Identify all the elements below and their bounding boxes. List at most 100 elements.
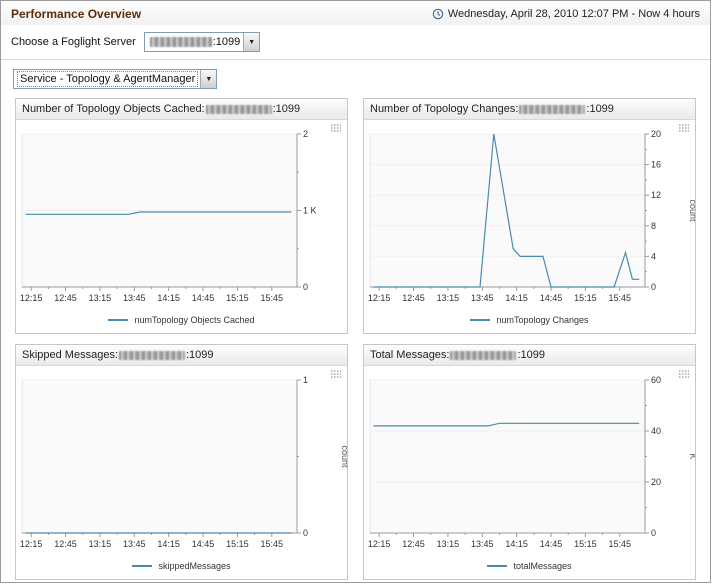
svg-text:12:15: 12:15	[20, 539, 43, 549]
chart-actions-icon[interactable]	[330, 369, 342, 379]
svg-text:12:45: 12:45	[402, 539, 425, 549]
svg-text:8: 8	[651, 221, 656, 231]
chart-area[interactable]: 0 1 12:15 12:45 13:15 13:45 14:15 14:45 15:15 15:…	[16, 366, 350, 553]
panel-title-suffix: :1099	[586, 103, 614, 115]
panel-header: Skipped Messages: :1099	[16, 345, 347, 366]
svg-text:12:45: 12:45	[54, 293, 77, 303]
chart-actions-icon[interactable]	[678, 369, 690, 379]
chart-area[interactable]: 0 1 K 2 12:15 12:45 13:15 13:45 14:15 14:45 15:15…	[16, 120, 347, 307]
svg-text:14:15: 14:15	[505, 539, 528, 549]
svg-text:14:15: 14:15	[157, 539, 180, 549]
svg-text:14:15: 14:15	[157, 293, 180, 303]
chart-actions-icon[interactable]	[330, 123, 342, 133]
svg-text:count: count	[688, 199, 695, 222]
svg-text:14:45: 14:45	[192, 539, 215, 549]
panel-header: Number of Topology Changes: :1099	[364, 99, 695, 120]
chart-panel-total-messages: Total Messages: :1099 0 20 40 60 12:15 12:45 1…	[363, 344, 698, 580]
server-select[interactable]: :1099 ▼	[143, 32, 261, 52]
page-title: Performance Overview	[11, 7, 142, 21]
svg-text:15:45: 15:45	[609, 539, 632, 549]
svg-text:60: 60	[651, 375, 661, 385]
chart-area[interactable]: 0 20 40 60 12:15 12:45 13:15 13:45 14:15 14:45 15:…	[364, 366, 698, 553]
svg-text:0: 0	[651, 528, 656, 538]
chart-actions-icon[interactable]	[678, 123, 690, 133]
svg-text:15:45: 15:45	[609, 293, 632, 303]
panel-title: Number of Topology Changes:	[370, 103, 519, 115]
panel-title: Total Messages:	[370, 349, 450, 361]
svg-text:1: 1	[303, 375, 308, 385]
panel-title: Skipped Messages:	[22, 349, 118, 361]
chart-panel-topology-objects-cached: Number of Topology Objects Cached: :1099…	[15, 98, 348, 334]
server-select-label: Choose a Foglight Server	[11, 36, 136, 48]
legend-line-swatch	[132, 565, 153, 567]
svg-text:12:15: 12:15	[368, 539, 391, 549]
svg-text:K: K	[688, 453, 695, 459]
server-name-redacted	[119, 350, 185, 360]
svg-text:20: 20	[651, 129, 661, 139]
svg-text:13:45: 13:45	[471, 293, 494, 303]
legend-label: numTopology Changes	[496, 315, 589, 325]
svg-text:13:45: 13:45	[123, 293, 146, 303]
dropdown-arrow-icon[interactable]: ▼	[200, 70, 217, 88]
svg-text:13:15: 13:15	[89, 539, 112, 549]
service-select-value: Service - Topology & AgentManager	[16, 71, 199, 87]
svg-text:20: 20	[651, 477, 661, 487]
legend-line-swatch	[108, 319, 129, 321]
chart-area[interactable]: 0 4 8 12 16 20 12:15 12:45 13:15 13:45 14:15 14:45 1…	[364, 120, 698, 307]
svg-text:12:15: 12:15	[368, 293, 391, 303]
clock-icon	[432, 8, 444, 20]
line-chart[interactable]: 0 1 12:15 12:45 13:15 13:45 14:15 14:45 15:15 15:…	[16, 366, 350, 553]
svg-text:4: 4	[651, 251, 656, 261]
legend-line-swatch	[470, 319, 491, 321]
service-row: Service - Topology & AgentManager ▼	[1, 60, 710, 93]
panel-header: Number of Topology Objects Cached: :1099	[16, 99, 347, 120]
server-name-redacted	[450, 350, 517, 360]
line-chart[interactable]: 0 1 K 2 12:15 12:45 13:15 13:45 14:15 14:45 15:15…	[16, 120, 347, 307]
panel-header: Total Messages: :1099	[364, 345, 695, 366]
charts-grid: Number of Topology Objects Cached: :1099…	[1, 93, 710, 582]
svg-text:13:15: 13:15	[437, 293, 460, 303]
time-range-selector[interactable]: Wednesday, April 28, 2010 12:07 PM - Now…	[432, 8, 700, 20]
svg-text:1 K: 1 K	[303, 206, 317, 216]
line-chart[interactable]: 0 4 8 12 16 20 12:15 12:45 13:15 13:45 14:15 14:45 1…	[364, 120, 698, 307]
panel-title-suffix: :1099	[517, 349, 546, 361]
svg-text:12:45: 12:45	[54, 539, 77, 549]
svg-text:15:45: 15:45	[261, 293, 284, 303]
svg-text:13:15: 13:15	[89, 293, 112, 303]
svg-text:12: 12	[651, 190, 661, 200]
top-bar: Performance Overview Wednesday, April 28…	[1, 1, 710, 25]
panel-title-suffix: :1099	[272, 103, 301, 115]
dropdown-arrow-icon[interactable]: ▼	[243, 33, 260, 51]
line-chart[interactable]: 0 20 40 60 12:15 12:45 13:15 13:45 14:15 14:45 15:…	[364, 366, 698, 553]
svg-text:15:15: 15:15	[226, 539, 249, 549]
chart-panel-skipped-messages: Skipped Messages: :1099 0 1 12:15 12:45 13:1…	[15, 344, 350, 580]
server-name-redacted	[149, 37, 212, 47]
svg-text:0: 0	[303, 282, 308, 292]
legend-label: skippedMessages	[158, 561, 231, 571]
panel-title: Number of Topology Objects Cached:	[22, 103, 205, 115]
svg-text:13:15: 13:15	[437, 539, 460, 549]
chart-panel-topology-changes: Number of Topology Changes: :1099 0 4 8 12 1…	[363, 98, 698, 334]
svg-text:16: 16	[651, 160, 661, 170]
server-row: Choose a Foglight Server :1099 ▼	[1, 25, 710, 57]
chart-legend: numTopology Changes	[364, 307, 695, 333]
chart-legend: numTopology Objects Cached	[16, 307, 347, 333]
svg-text:count: count	[340, 445, 347, 468]
svg-text:15:15: 15:15	[226, 293, 249, 303]
svg-text:12:15: 12:15	[20, 293, 43, 303]
svg-text:40: 40	[651, 426, 661, 436]
svg-text:14:45: 14:45	[540, 539, 563, 549]
svg-text:0: 0	[303, 528, 308, 538]
svg-text:14:15: 14:15	[505, 293, 528, 303]
svg-text:13:45: 13:45	[123, 539, 146, 549]
service-select[interactable]: Service - Topology & AgentManager ▼	[13, 69, 218, 89]
server-name-redacted	[205, 104, 272, 114]
legend-label: totalMessages	[513, 561, 572, 571]
svg-text:0: 0	[651, 282, 656, 292]
svg-text:15:15: 15:15	[574, 293, 597, 303]
svg-text:14:45: 14:45	[540, 293, 563, 303]
horizontal-divider	[1, 59, 710, 60]
server-port: :1099	[212, 36, 241, 48]
time-range-label: Wednesday, April 28, 2010 12:07 PM - Now…	[447, 8, 700, 20]
svg-text:15:15: 15:15	[574, 539, 597, 549]
